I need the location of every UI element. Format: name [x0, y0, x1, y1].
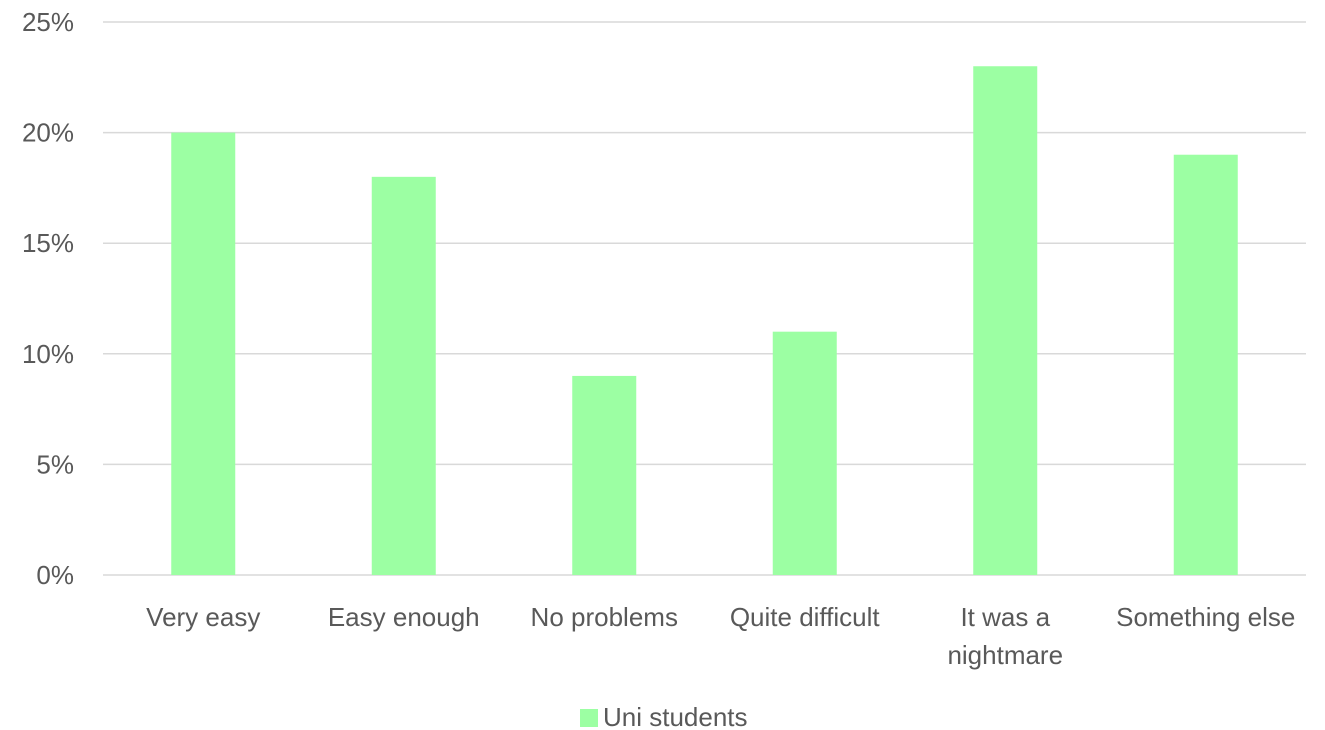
y-tick-label: 20%: [22, 118, 74, 148]
y-tick-label: 25%: [22, 7, 74, 37]
bar: [772, 331, 837, 575]
x-tick-label: It was a nightmare: [947, 602, 1063, 670]
legend-swatch-uni-students: [580, 709, 598, 727]
bar: [1173, 154, 1238, 575]
bar: [371, 176, 436, 575]
bar: [572, 375, 637, 575]
x-axis-category-labels: Very easy Easy enough No problems Quite dif…: [146, 602, 1295, 670]
x-tick-label: No problems: [531, 602, 678, 632]
bars: [171, 66, 1238, 576]
bar: [171, 132, 236, 575]
bar: [973, 66, 1038, 576]
legend-label-uni-students: Uni students: [603, 702, 748, 730]
x-tick-label: Quite difficult: [730, 602, 881, 632]
gridlines: [103, 21, 1306, 576]
y-tick-label: 15%: [22, 228, 74, 258]
x-tick-label: Easy enough: [328, 602, 480, 632]
y-tick-label: 5%: [36, 449, 74, 479]
y-axis-tick-labels: 0% 5% 10% 15% 20% 25%: [22, 7, 74, 590]
y-tick-label: 10%: [22, 339, 74, 369]
x-tick-label: Very easy: [146, 602, 260, 632]
legend: Uni students: [580, 702, 748, 730]
y-tick-label: 0%: [36, 560, 74, 590]
x-tick-label: Something else: [1116, 602, 1295, 632]
